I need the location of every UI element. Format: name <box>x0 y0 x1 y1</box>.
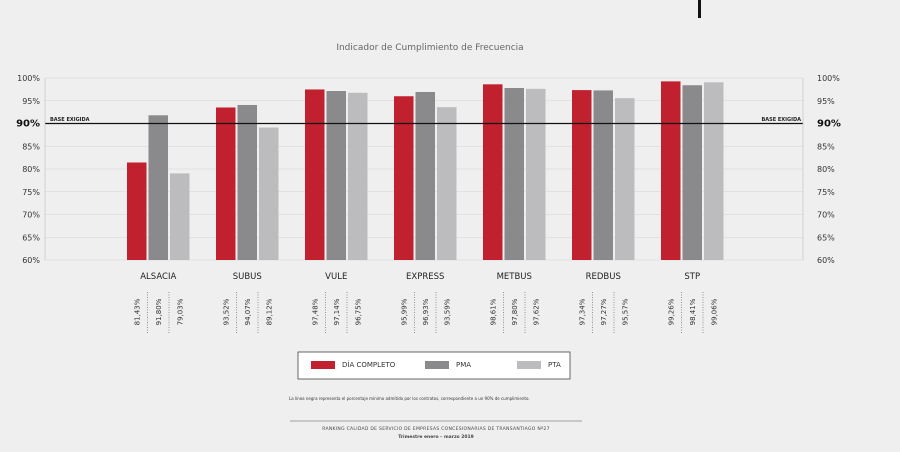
bar <box>237 104 257 260</box>
category-label: ALSACIA <box>140 272 176 282</box>
page-marker <box>698 0 701 18</box>
bar <box>593 90 613 260</box>
category-labels: ALSACIA SUBUS VULE EXPRESS METBUS REDBUS STP <box>140 272 700 282</box>
bar <box>326 91 346 260</box>
bar <box>682 85 702 260</box>
footer-report-title: RANKING CALIDAD DE SERVICIO DE EMPRESAS … <box>322 426 550 432</box>
bars <box>127 81 724 261</box>
chart-title: Indicador de Cumplimiento de Frecuencia <box>336 43 523 53</box>
reference-label-right: BASE EXIGIDA <box>761 117 801 123</box>
y-tick-label-right: 95% <box>817 97 835 106</box>
value-label: 97,48% <box>311 298 319 325</box>
value-label: 96,75% <box>354 298 362 325</box>
value-label: 97,80% <box>511 298 519 325</box>
legend-swatch <box>425 361 449 369</box>
y-tick-label-right: 75% <box>817 188 835 197</box>
bar <box>305 89 325 260</box>
category-label: REDBUS <box>586 272 621 282</box>
value-label: 97,14% <box>333 298 341 325</box>
y-axes: 100% 100% 95% 95% 90% 90% 85% 85% 80% 80% 75% 75% 70… <box>16 74 841 265</box>
bar <box>394 96 414 260</box>
bar <box>437 107 457 260</box>
y-tick-label-left: 95% <box>22 97 40 106</box>
reference-label-left: BASE EXIGIDA <box>50 117 90 123</box>
value-label: 94,07% <box>244 298 252 325</box>
y-tick-label-right: 70% <box>817 211 835 220</box>
y-tick-label-right: 100% <box>817 74 840 83</box>
y-tick-label-left: 70% <box>22 211 40 220</box>
bar <box>704 82 724 260</box>
legend-label: PMA <box>456 361 471 369</box>
footer-period: Trimestre enero – marzo 2019 <box>398 434 474 440</box>
footnote: La línea negra representa el porcentaje … <box>289 396 530 401</box>
value-label: 98,41% <box>689 298 697 325</box>
y-tick-label-left: 85% <box>22 142 40 151</box>
category-label: VULE <box>325 272 347 282</box>
value-label: 93,59% <box>443 298 451 325</box>
category-label: SUBUS <box>233 272 262 282</box>
value-labels: 81,43% 91,80% 79,03% 93,52% 94,07% 89,12% 97,4… <box>133 292 718 334</box>
legend-swatch <box>517 361 541 369</box>
y-tick-label-right: 80% <box>817 165 835 174</box>
value-label: 93,52% <box>222 298 230 325</box>
y-tick-label-right: 65% <box>817 233 835 242</box>
legend-label: DÍA COMPLETO <box>342 360 396 369</box>
bar <box>127 162 147 260</box>
value-label: 98,61% <box>489 298 497 325</box>
y-tick-label-right: 90% <box>817 119 841 130</box>
bar <box>615 98 635 261</box>
value-label: 79,03% <box>176 298 184 325</box>
bar <box>572 90 592 260</box>
y-tick-label-right: 85% <box>817 142 835 151</box>
value-label: 97,27% <box>600 298 608 325</box>
legend-label: PTA <box>548 361 561 369</box>
reference-line-group: BASE EXIGIDA BASE EXIGIDA <box>45 117 803 125</box>
value-label: 81,43% <box>133 298 141 325</box>
bar <box>483 84 503 261</box>
category-label: METBUS <box>497 272 532 282</box>
value-label: 97,62% <box>532 298 540 325</box>
y-tick-label-left: 75% <box>22 188 40 197</box>
legend: DÍA COMPLETO PMA PTA <box>297 351 571 380</box>
value-label: 96,93% <box>422 298 430 325</box>
value-label: 97,34% <box>578 298 586 325</box>
bar <box>348 92 368 260</box>
bar <box>526 88 546 260</box>
y-tick-label-left: 80% <box>22 165 40 174</box>
y-tick-label-left: 100% <box>17 74 40 83</box>
category-label: EXPRESS <box>406 272 444 282</box>
bar <box>170 173 190 260</box>
y-tick-label-left: 60% <box>22 256 40 265</box>
value-label: 99,06% <box>710 298 718 325</box>
y-tick-label-right: 60% <box>817 256 835 265</box>
bar <box>216 107 236 260</box>
value-label: 91,80% <box>155 298 163 325</box>
bar <box>259 127 279 260</box>
category-label: STP <box>684 272 700 282</box>
bar <box>415 91 435 260</box>
y-tick-label-left: 65% <box>22 233 40 242</box>
value-label: 89,12% <box>265 298 273 325</box>
bar <box>661 81 681 260</box>
y-tick-label-left: 90% <box>16 119 40 130</box>
bar <box>148 115 168 260</box>
legend-swatch <box>311 361 335 369</box>
bar <box>504 88 524 260</box>
value-label: 95,57% <box>621 298 629 325</box>
value-label: 99,26% <box>667 298 675 325</box>
value-label: 95,99% <box>400 298 408 325</box>
legend-items: DÍA COMPLETO PMA PTA <box>311 360 561 369</box>
